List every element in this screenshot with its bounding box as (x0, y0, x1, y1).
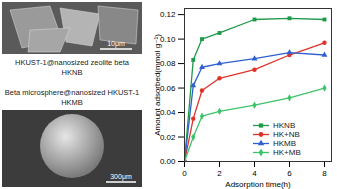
svg-text:HKUST-1@nanosized zeolite beta: HKUST-1@nanosized zeolite beta (15, 58, 130, 67)
svg-text:2: 2 (217, 169, 222, 178)
svg-text:0.10: 0.10 (160, 35, 176, 44)
html-text:HKNB: HKNB (273, 121, 296, 130)
svg-text:Beta microsphere@nanosized HKU: Beta microsphere@nanosized HKUST-1 (5, 88, 139, 97)
svg-text:0.00: 0.00 (160, 157, 176, 166)
svg-text:10μm: 10μm (107, 40, 125, 48)
svg-text:6: 6 (287, 169, 292, 178)
html-text:HK+NB: HK+NB (273, 130, 300, 139)
svg-text:0.04: 0.04 (160, 108, 176, 117)
svg-text:0.12: 0.12 (160, 10, 176, 19)
svg-text:4: 4 (252, 169, 257, 178)
svg-text:8: 8 (322, 169, 327, 178)
svg-text:0: 0 (182, 169, 187, 178)
html-text:HKMB: HKMB (273, 139, 297, 148)
svg-text:Amount adsorbed(mmol g⁻¹): Amount adsorbed(mmol g⁻¹) (153, 34, 162, 136)
svg-text:0.06: 0.06 (160, 84, 176, 93)
svg-text:0.02: 0.02 (160, 133, 176, 142)
html-text:HK+MB: HK+MB (273, 148, 301, 157)
svg-text:0.08: 0.08 (160, 59, 176, 68)
svg-text:Adsorption time(h): Adsorption time(h) (225, 180, 291, 189)
svg-text:HKMB: HKMB (61, 98, 83, 107)
svg-text:300μm: 300μm (110, 173, 132, 181)
svg-text:HKNB: HKNB (62, 68, 83, 77)
